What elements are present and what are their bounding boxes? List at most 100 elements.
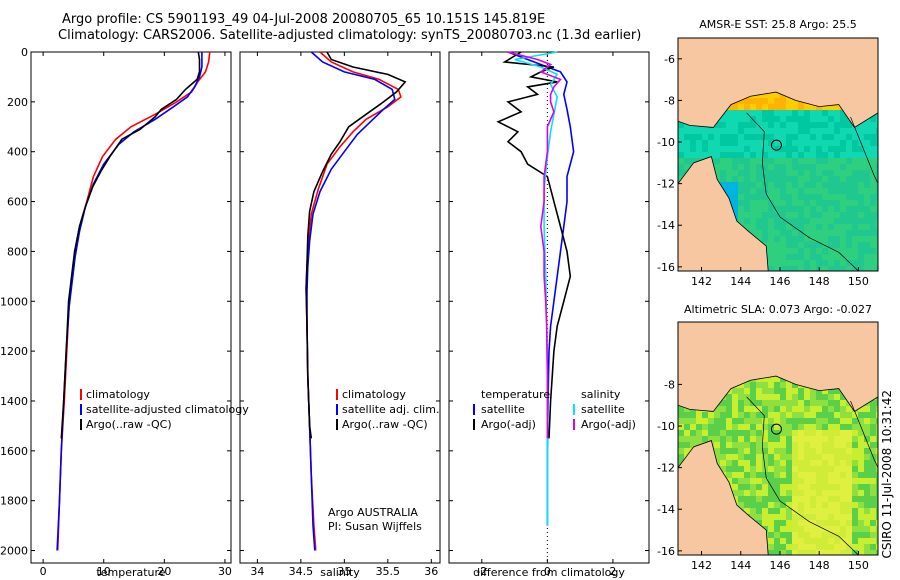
data-cell (726, 478, 733, 485)
data-cell (678, 448, 685, 455)
data-cell (756, 466, 763, 473)
data-cell (834, 550, 841, 555)
data-cell (732, 418, 739, 425)
data-cell (828, 194, 835, 201)
data-cell (792, 260, 799, 267)
data-cell (804, 188, 811, 195)
data-cell (804, 236, 811, 243)
data-cell (810, 110, 817, 117)
data-cell (816, 430, 823, 437)
data-cell (870, 538, 877, 545)
data-cell (816, 418, 823, 425)
data-cell (720, 158, 727, 165)
figure-title-line2: Climatology: CARS2006. Satellite-adjuste… (58, 28, 642, 43)
data-cell (864, 200, 871, 207)
data-cell (870, 496, 877, 503)
data-cell (834, 146, 841, 153)
data-cell (798, 176, 805, 183)
data-cell (810, 104, 817, 111)
data-cell (810, 508, 817, 515)
data-cell (786, 508, 793, 515)
data-cell (792, 508, 799, 515)
data-cell (726, 442, 733, 449)
data-cell (798, 406, 805, 413)
data-cell (858, 538, 865, 545)
data-cell (792, 544, 799, 551)
data-cell (804, 502, 811, 509)
data-cell (858, 212, 865, 219)
data-cell (816, 388, 823, 395)
data-cell (804, 164, 811, 171)
data-cell (786, 388, 793, 395)
data-cell (822, 430, 829, 437)
data-cell (756, 134, 763, 141)
data-cell (864, 152, 871, 159)
land-cape-york (678, 156, 769, 271)
data-cell (822, 508, 829, 515)
data-cell (780, 388, 787, 395)
data-cell (762, 116, 769, 123)
data-cell (858, 242, 865, 249)
data-cell (816, 466, 823, 473)
data-cell (828, 254, 835, 261)
data-cell (870, 248, 877, 255)
data-cell (822, 502, 829, 509)
y-tick-label: 1600 (0, 445, 28, 458)
data-cell (864, 508, 871, 515)
data-cell (774, 454, 781, 461)
data-cell (744, 388, 751, 395)
data-cell (852, 266, 859, 271)
data-cell (744, 206, 751, 213)
bathymetry-contour (850, 116, 878, 184)
data-cell (708, 140, 715, 147)
data-cell (780, 400, 787, 407)
data-cell (798, 122, 805, 129)
data-cell (744, 158, 751, 165)
data-cell (864, 550, 871, 555)
data-cell (744, 418, 751, 425)
data-cell (864, 538, 871, 545)
data-cell (744, 502, 751, 509)
data-cell (780, 98, 787, 105)
data-cell (828, 248, 835, 255)
data-cell (792, 550, 799, 555)
data-cell (756, 454, 763, 461)
data-cell (684, 122, 691, 129)
data-cell (786, 394, 793, 401)
data-cell (762, 490, 769, 497)
data-cell (750, 394, 757, 401)
data-cell (720, 152, 727, 159)
data-cell (774, 134, 781, 141)
data-cell (738, 122, 745, 129)
data-cell (750, 412, 757, 419)
data-cell (834, 430, 841, 437)
data-cell (864, 490, 871, 497)
data-cell (828, 212, 835, 219)
data-cell (756, 406, 763, 413)
data-cell (834, 158, 841, 165)
data-cell (732, 206, 739, 213)
data-cell (840, 158, 847, 165)
data-cell (816, 532, 823, 539)
data-cell (744, 424, 751, 431)
data-cell (858, 236, 865, 243)
data-cell (774, 520, 781, 527)
x-axis-label: salinity (320, 566, 360, 579)
data-cell (744, 400, 751, 407)
data-cell (690, 430, 697, 437)
data-cell (720, 128, 727, 135)
data-cell (702, 134, 709, 141)
data-cell (858, 176, 865, 183)
data-cell (822, 454, 829, 461)
data-cell (762, 146, 769, 153)
data-cell (846, 158, 853, 165)
data-cell (876, 224, 878, 231)
data-cell (864, 170, 871, 177)
data-cell (786, 266, 793, 271)
data-cell (792, 538, 799, 545)
data-cell (768, 442, 775, 449)
data-cell (780, 526, 787, 533)
data-cell (846, 236, 853, 243)
data-cell (876, 182, 878, 189)
data-cell (828, 176, 835, 183)
